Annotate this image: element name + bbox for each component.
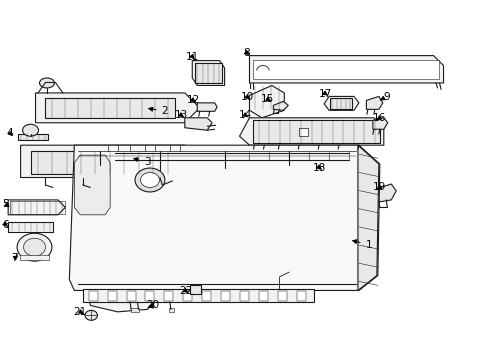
Text: 16: 16 <box>372 113 386 123</box>
Ellipse shape <box>135 168 164 192</box>
Bar <box>277 291 286 301</box>
Text: 2: 2 <box>148 106 168 116</box>
Polygon shape <box>372 184 395 202</box>
Polygon shape <box>249 85 284 118</box>
Bar <box>131 308 138 312</box>
Bar <box>296 291 305 301</box>
Text: 21: 21 <box>74 307 87 317</box>
Ellipse shape <box>85 310 97 320</box>
Polygon shape <box>357 145 378 291</box>
Text: 18: 18 <box>312 163 325 172</box>
Bar <box>89 291 98 301</box>
Polygon shape <box>192 60 224 85</box>
Bar <box>126 291 135 301</box>
Polygon shape <box>197 103 217 111</box>
Polygon shape <box>36 93 199 123</box>
Text: 6: 6 <box>2 220 9 230</box>
Bar <box>145 291 154 301</box>
Polygon shape <box>372 118 387 129</box>
Ellipse shape <box>22 124 39 136</box>
Bar <box>253 120 380 143</box>
Polygon shape <box>20 145 199 177</box>
Bar <box>259 291 267 301</box>
Text: 8: 8 <box>243 48 250 58</box>
Text: 19: 19 <box>372 183 386 193</box>
Bar <box>202 291 211 301</box>
Bar <box>45 98 175 118</box>
Text: 7: 7 <box>11 253 18 263</box>
Text: 3: 3 <box>134 157 150 167</box>
Polygon shape <box>87 291 164 312</box>
Polygon shape <box>366 96 382 109</box>
Bar <box>10 201 65 214</box>
Text: 14: 14 <box>238 110 252 120</box>
Bar <box>194 63 222 83</box>
Polygon shape <box>324 96 358 111</box>
Polygon shape <box>249 55 443 83</box>
Text: 4: 4 <box>6 128 13 138</box>
Polygon shape <box>69 145 379 291</box>
Bar <box>107 291 116 301</box>
Bar <box>30 151 175 174</box>
Ellipse shape <box>17 233 52 261</box>
Polygon shape <box>8 200 65 215</box>
Text: 20: 20 <box>145 300 159 310</box>
Bar <box>164 291 173 301</box>
Text: 11: 11 <box>185 51 199 62</box>
Polygon shape <box>184 118 212 130</box>
Text: 1: 1 <box>352 240 371 250</box>
Bar <box>189 285 200 294</box>
Bar <box>168 308 174 312</box>
Polygon shape <box>18 134 48 140</box>
Ellipse shape <box>140 172 159 188</box>
Text: 22: 22 <box>179 286 192 296</box>
Polygon shape <box>82 289 313 302</box>
Polygon shape <box>239 118 383 145</box>
Text: 15: 15 <box>261 94 274 104</box>
Ellipse shape <box>23 238 45 256</box>
Text: 10: 10 <box>240 92 253 102</box>
Text: 17: 17 <box>318 89 331 99</box>
Polygon shape <box>74 155 110 215</box>
Bar <box>299 128 307 136</box>
Bar <box>329 98 352 109</box>
Ellipse shape <box>40 78 54 88</box>
Text: 12: 12 <box>186 95 200 105</box>
Bar <box>221 291 229 301</box>
Polygon shape <box>273 102 288 111</box>
Text: 9: 9 <box>379 92 389 102</box>
Polygon shape <box>8 222 53 232</box>
Text: 13: 13 <box>174 110 187 120</box>
Bar <box>20 255 49 260</box>
Bar <box>240 291 248 301</box>
Bar <box>183 291 192 301</box>
Polygon shape <box>253 60 438 80</box>
Polygon shape <box>323 170 357 186</box>
Text: 5: 5 <box>2 199 9 209</box>
Bar <box>327 172 355 184</box>
